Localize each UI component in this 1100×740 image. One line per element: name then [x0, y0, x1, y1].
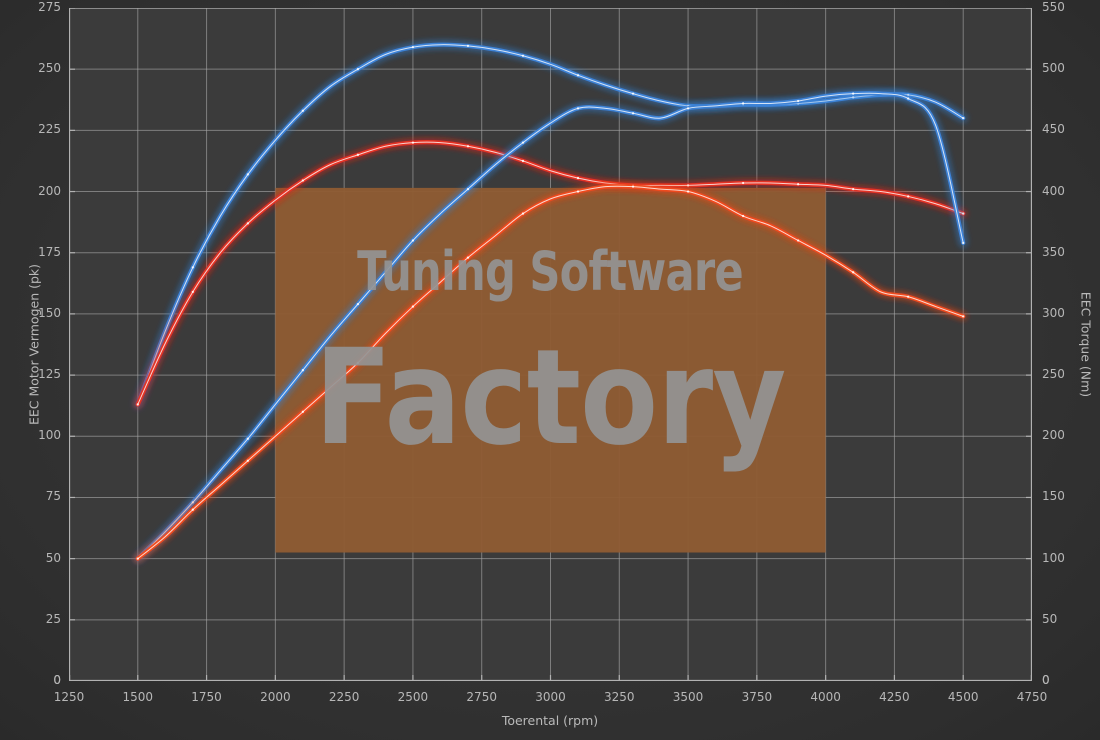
series-stock-power: [133, 182, 968, 563]
x-axis-right-zero: 0: [1042, 673, 1050, 687]
y-right-tick-0: 0: [1042, 673, 1050, 687]
y-left-tick-50: 50: [45, 550, 61, 565]
y-right-tick-450: 450: [1042, 122, 1065, 137]
y-right-tick-350: 350: [1042, 244, 1065, 259]
highlight-rect-layer: [275, 187, 826, 553]
y-right-tick-550: 550: [1042, 0, 1065, 14]
plot-svg: [69, 8, 1032, 681]
y-right-tick-250: 250: [1042, 367, 1065, 382]
y-left-tick-225: 225: [38, 122, 61, 137]
y-left-tick-100: 100: [38, 428, 61, 443]
x-tick-3750: 3750: [741, 690, 773, 704]
y-right-tick-100: 100: [1042, 550, 1065, 565]
x-tick-4750: 4750: [1016, 690, 1048, 704]
x-tick-2250: 2250: [328, 690, 360, 704]
y-left-tick-275: 275: [38, 0, 61, 14]
x-tick-1500: 1500: [122, 690, 154, 704]
x-axis-left-zero: 0: [53, 673, 61, 687]
x-axis-title: Toerental (rpm): [501, 713, 599, 728]
y-left-tick-175: 175: [38, 244, 61, 259]
y-right-tick-300: 300: [1042, 305, 1065, 320]
x-tick-1750: 1750: [191, 690, 222, 704]
y-left-tick-25: 25: [45, 611, 61, 626]
x-tick-2000: 2000: [260, 690, 291, 704]
series-stock-torque: [133, 138, 968, 409]
y-right-tick-200: 200: [1042, 428, 1065, 443]
y-right-tick-50: 50: [1042, 611, 1058, 626]
y-left-tick-125: 125: [38, 367, 61, 382]
x-tick-3500: 3500: [672, 690, 704, 704]
y-left-tick-150: 150: [38, 305, 61, 320]
x-tick-4250: 4250: [879, 690, 910, 704]
x-tick-3000: 3000: [535, 690, 566, 704]
y-right-tick-150: 150: [1042, 489, 1065, 504]
y-axis-right-title: EEC Torque (Nm): [1078, 291, 1094, 397]
y-left-tick-200: 200: [38, 183, 61, 198]
y-left-tick-75: 75: [45, 489, 61, 504]
y-right-tick-400: 400: [1042, 183, 1065, 198]
y-axis-left-title: EEC Motor Vermogen (pk): [26, 263, 42, 425]
plot-area: [69, 8, 1032, 681]
y-left-tick-250: 250: [38, 61, 61, 76]
y-right-tick-500: 500: [1042, 61, 1065, 76]
plot-frame: [69, 8, 1032, 681]
curve-layer: [133, 40, 968, 563]
x-tick-4500: 4500: [947, 690, 979, 704]
x-tick-2750: 2750: [466, 690, 497, 704]
series-tuned-torque: [133, 40, 968, 409]
x-tick-4000: 4000: [810, 690, 841, 704]
series-tuned-power: [133, 89, 968, 563]
y-left-tick-0: 0: [53, 673, 61, 687]
x-tick-2500: 2500: [397, 690, 429, 704]
x-tick-3250: 3250: [604, 690, 635, 704]
x-tick-1250: 1250: [53, 690, 85, 704]
